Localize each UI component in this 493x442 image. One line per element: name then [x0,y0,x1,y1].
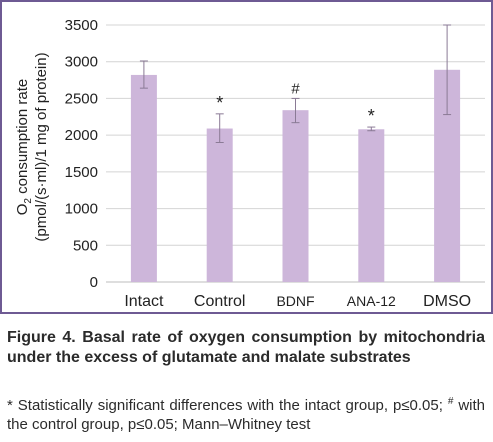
figure-caption-title: Figure 4. Basal rate of oxygen consumpti… [7,329,485,366]
figure-caption-note: * Statistically significant differences … [7,396,485,434]
x-tick-label-intact: Intact [124,293,164,310]
y-tick-label-0: 0 [90,274,98,291]
chart-frame: 0 500 1000 1500 2000 2500 3000 3500 * # * Intact C… [0,0,493,314]
x-tick-labels: Intact Control BDNF ANA-12 DMSO [124,293,471,310]
note-text-part-2: with the control group, p≤0.05; Mann–Whi… [7,397,486,433]
y-tick-label-2000: 2000 [65,127,98,144]
y-tick-label-3500: 3500 [65,17,98,34]
y-tick-labels: 0 500 1000 1500 2000 2500 3000 3500 [65,17,98,291]
bars [130,69,461,282]
error-bars [139,24,452,143]
x-tick-label-control: Control [194,293,246,310]
note-hash-marker: # [447,396,454,407]
y-tick-label-1000: 1000 [65,201,98,218]
y-tick-label-2500: 2500 [65,90,98,107]
significance-markers: * # * [216,80,375,126]
significance-marker-control: * [216,93,223,113]
bar-control [206,128,233,282]
bar-chart: 0 500 1000 1500 2000 2500 3000 3500 * # * Intact C… [14,17,485,310]
x-tick-label-ana-12: ANA-12 [347,293,396,309]
y-tick-label-1500: 1500 [65,164,98,181]
y-tick-label-500: 500 [73,237,98,254]
bar-intact [130,74,157,282]
note-text-part-1: Statistically significant differences wi… [12,397,448,414]
y-axis-label-line-1: O2 consumption rate [14,79,34,215]
y-axis-label-subscript: 2 [23,198,34,204]
y-axis-label-line-2: (pmol/(s·ml)/1 mg of protein) [33,52,50,241]
significance-marker-bdnf: # [291,80,300,97]
bar-bdnf [282,110,309,282]
significance-marker-ana-12: * [368,106,375,126]
note-star-marker: * [7,397,13,414]
y-tick-label-3000: 3000 [65,54,98,71]
x-tick-label-bdnf: BDNF [276,293,314,309]
x-tick-label-dmso: DMSO [423,293,471,310]
bar-ana-12 [358,129,385,282]
